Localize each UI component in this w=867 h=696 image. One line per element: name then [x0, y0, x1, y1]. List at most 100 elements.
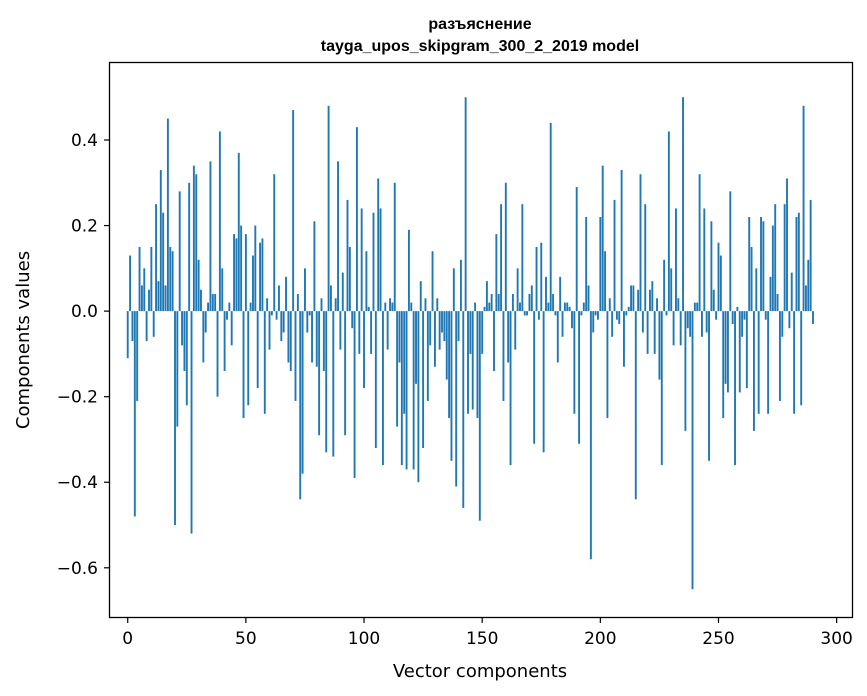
bar-component-208 — [618, 311, 621, 324]
bar-component-57 — [261, 238, 264, 312]
bar-component-226 — [660, 311, 663, 466]
bar-component-93 — [346, 199, 349, 312]
bar-component-19 — [171, 251, 174, 312]
bar-component-197 — [592, 311, 595, 333]
bar-component-240 — [693, 302, 696, 312]
bar-component-278 — [783, 204, 786, 312]
bar-component-230 — [670, 268, 673, 312]
bar-component-134 — [443, 311, 446, 342]
bar-component-83 — [322, 311, 325, 372]
bar-component-33 — [204, 311, 207, 333]
bar-component-206 — [613, 199, 616, 312]
y-tick-label: 0.0 — [71, 302, 98, 322]
bar-component-167 — [521, 204, 524, 312]
bar-component-247 — [710, 221, 713, 312]
bar-component-181 — [554, 311, 557, 316]
bar-component-119 — [407, 229, 410, 312]
bar-component-147 — [474, 302, 477, 312]
bar-component-213 — [630, 285, 632, 312]
bar-component-75 — [304, 268, 306, 312]
bar-component-86 — [330, 285, 332, 312]
bar-component-1 — [129, 255, 132, 312]
bar-component-157 — [497, 294, 500, 312]
bar-component-6 — [140, 285, 143, 312]
bar-component-43 — [228, 302, 231, 312]
bar-component-74 — [301, 311, 304, 474]
bar-component-118 — [405, 311, 408, 470]
bar-component-199 — [597, 311, 599, 320]
bar-component-209 — [620, 169, 623, 312]
y-tick-label: −0.4 — [57, 473, 98, 493]
bar-component-212 — [627, 306, 630, 312]
bar-component-136 — [448, 311, 451, 419]
bar-component-126 — [424, 298, 427, 312]
bar-component-156 — [495, 234, 498, 312]
bar-component-196 — [589, 311, 592, 560]
bar-component-204 — [608, 298, 611, 312]
bar-component-3 — [133, 311, 136, 517]
x-tick-label: 200 — [584, 629, 616, 649]
bar-component-243 — [701, 311, 703, 337]
bar-component-29 — [195, 174, 198, 312]
bar-component-109 — [384, 302, 387, 312]
bar-component-249 — [715, 311, 718, 320]
y-axis-ticks: −0.6 −0.4 −0.2 0.0 0.2 0.4 — [57, 131, 110, 579]
bar-component-58 — [263, 311, 266, 414]
bar-component-275 — [776, 294, 779, 312]
bar-component-100 — [363, 311, 365, 389]
bar-component-34 — [207, 302, 210, 312]
bar-component-49 — [242, 311, 245, 419]
bar-component-121 — [412, 311, 415, 470]
bar-component-242 — [698, 174, 701, 312]
bar-component-63 — [275, 311, 278, 320]
bar-component-281 — [790, 272, 793, 312]
bar-component-273 — [771, 225, 774, 312]
bar-component-262 — [745, 311, 748, 389]
bar-component-259 — [738, 311, 741, 393]
x-tick-label: 50 — [235, 629, 257, 649]
bar-component-60 — [268, 311, 271, 350]
bar-component-139 — [455, 311, 458, 487]
bar-component-253 — [724, 311, 727, 384]
bar-component-216 — [637, 289, 640, 312]
bar-component-268 — [760, 217, 762, 312]
bar-component-133 — [441, 311, 443, 333]
bar-component-158 — [500, 204, 503, 312]
bar-component-205 — [611, 311, 614, 337]
bar-component-283 — [795, 217, 798, 312]
bar-component-13 — [157, 281, 160, 312]
bar-component-245 — [705, 311, 708, 333]
bar-component-138 — [452, 268, 455, 312]
bar-component-284 — [797, 212, 800, 312]
bar-component-16 — [164, 285, 167, 312]
bar-component-90 — [339, 311, 342, 350]
x-axis-label: Vector components — [393, 661, 567, 682]
bar-component-188 — [571, 311, 573, 329]
bar-component-248 — [712, 289, 715, 312]
bar-component-222 — [651, 281, 654, 312]
bar-component-279 — [786, 178, 788, 312]
bar-component-290 — [812, 311, 814, 324]
bar-component-288 — [807, 259, 810, 312]
bar-component-163 — [511, 294, 514, 312]
bar-component-9 — [148, 289, 150, 312]
bar-component-229 — [667, 131, 670, 312]
bar-component-172 — [533, 311, 536, 444]
bar-component-47 — [237, 152, 240, 312]
bar-component-41 — [223, 311, 226, 372]
bar-component-80 — [315, 311, 318, 367]
bar-component-149 — [478, 311, 481, 521]
bar-component-255 — [729, 191, 732, 312]
bar-component-236 — [684, 311, 687, 431]
bar-component-35 — [209, 161, 212, 312]
bar-component-195 — [587, 285, 590, 312]
bar-component-285 — [800, 311, 803, 406]
bar-component-91 — [341, 272, 344, 312]
bar-component-111 — [389, 298, 391, 312]
bar-component-107 — [379, 208, 382, 312]
bar-component-252 — [722, 311, 725, 419]
bar-component-65 — [280, 311, 283, 342]
bar-component-177 — [545, 276, 547, 312]
bar-component-194 — [585, 217, 588, 312]
x-tick-label: 100 — [348, 629, 380, 649]
